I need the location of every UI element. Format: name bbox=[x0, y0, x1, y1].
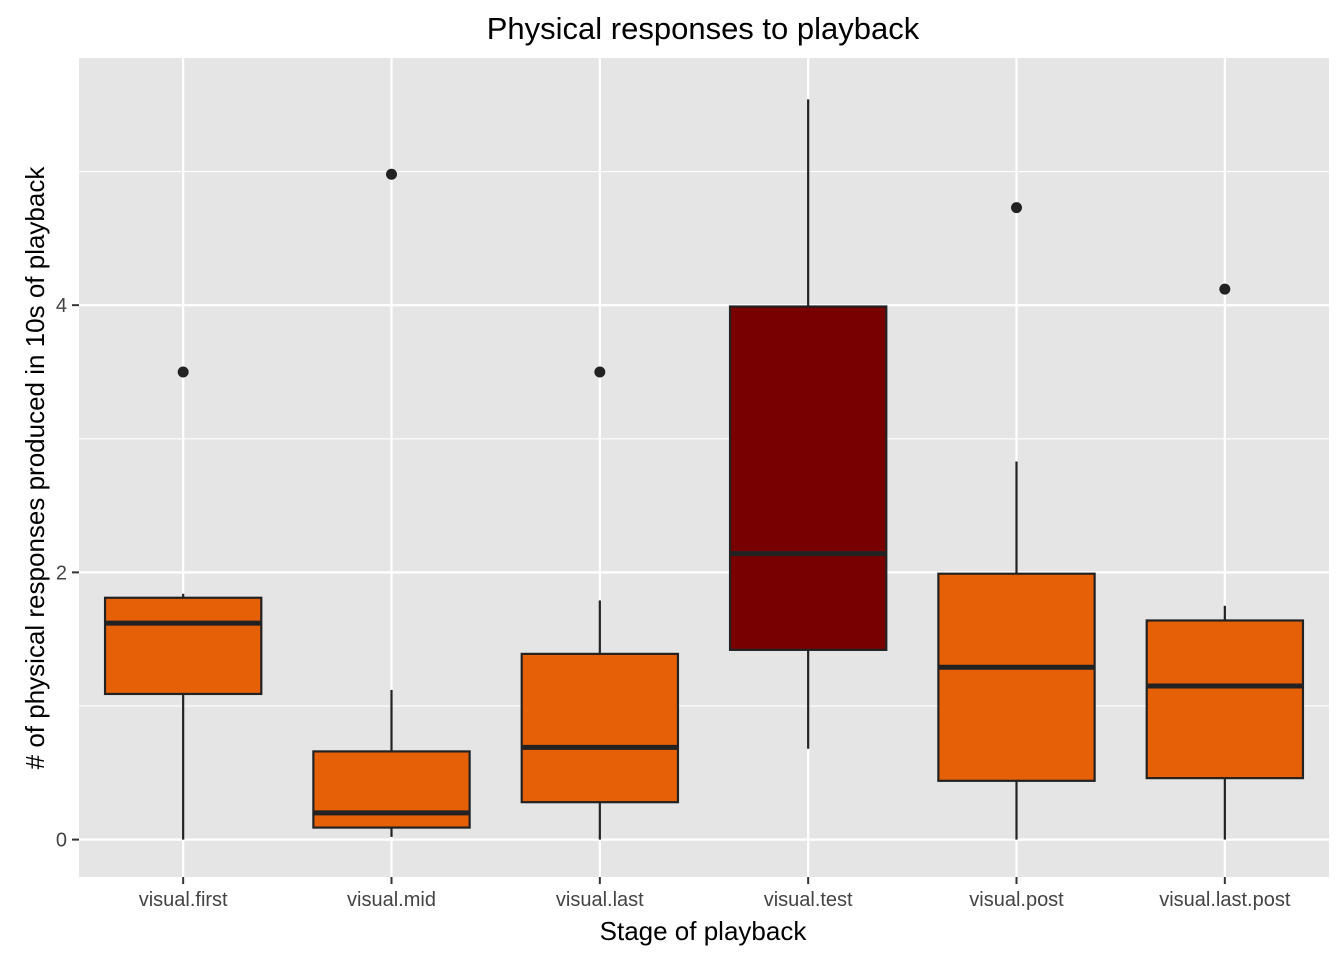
y-axis-ticks: 0 2 4 bbox=[56, 295, 79, 852]
outlier-point bbox=[177, 366, 189, 378]
box-body bbox=[103, 596, 263, 696]
box-visual.post bbox=[937, 202, 1096, 840]
y-axis-label: # of physical responses produced in 10s … bbox=[20, 166, 50, 770]
x-tick-label: visual.last.post bbox=[1159, 889, 1291, 911]
x-tick-label: visual.last bbox=[556, 889, 644, 911]
x-axis-label: Stage of playback bbox=[600, 916, 808, 946]
outlier-point bbox=[1219, 283, 1231, 295]
plot-panel bbox=[79, 58, 1329, 877]
box-visual.last bbox=[520, 366, 680, 840]
x-axis-ticks: visual.first visual.mid visual.last visual.… bbox=[139, 877, 1291, 911]
box-visual.test bbox=[728, 99, 888, 749]
box-visual.first bbox=[103, 366, 263, 840]
chart-title: Physical responses to playback bbox=[487, 11, 920, 46]
x-tick-label: visual.first bbox=[139, 889, 228, 911]
box-body bbox=[937, 572, 1096, 782]
box-body bbox=[1145, 619, 1305, 780]
box-visual.last.post bbox=[1145, 283, 1305, 840]
box-body bbox=[312, 750, 471, 829]
outlier-point bbox=[386, 168, 397, 180]
y-tick-label: 4 bbox=[56, 295, 67, 317]
outlier-point bbox=[1011, 202, 1022, 214]
box-visual.mid bbox=[312, 168, 471, 837]
y-tick-label: 0 bbox=[56, 830, 67, 852]
box-body bbox=[520, 652, 680, 804]
outlier-point bbox=[594, 366, 606, 378]
x-tick-label: visual.test bbox=[764, 889, 853, 911]
y-tick-label: 2 bbox=[56, 562, 67, 584]
boxes bbox=[103, 99, 1305, 840]
x-tick-label: visual.post bbox=[969, 889, 1064, 911]
box-body bbox=[728, 305, 888, 651]
x-tick-label: visual.mid bbox=[347, 889, 436, 911]
